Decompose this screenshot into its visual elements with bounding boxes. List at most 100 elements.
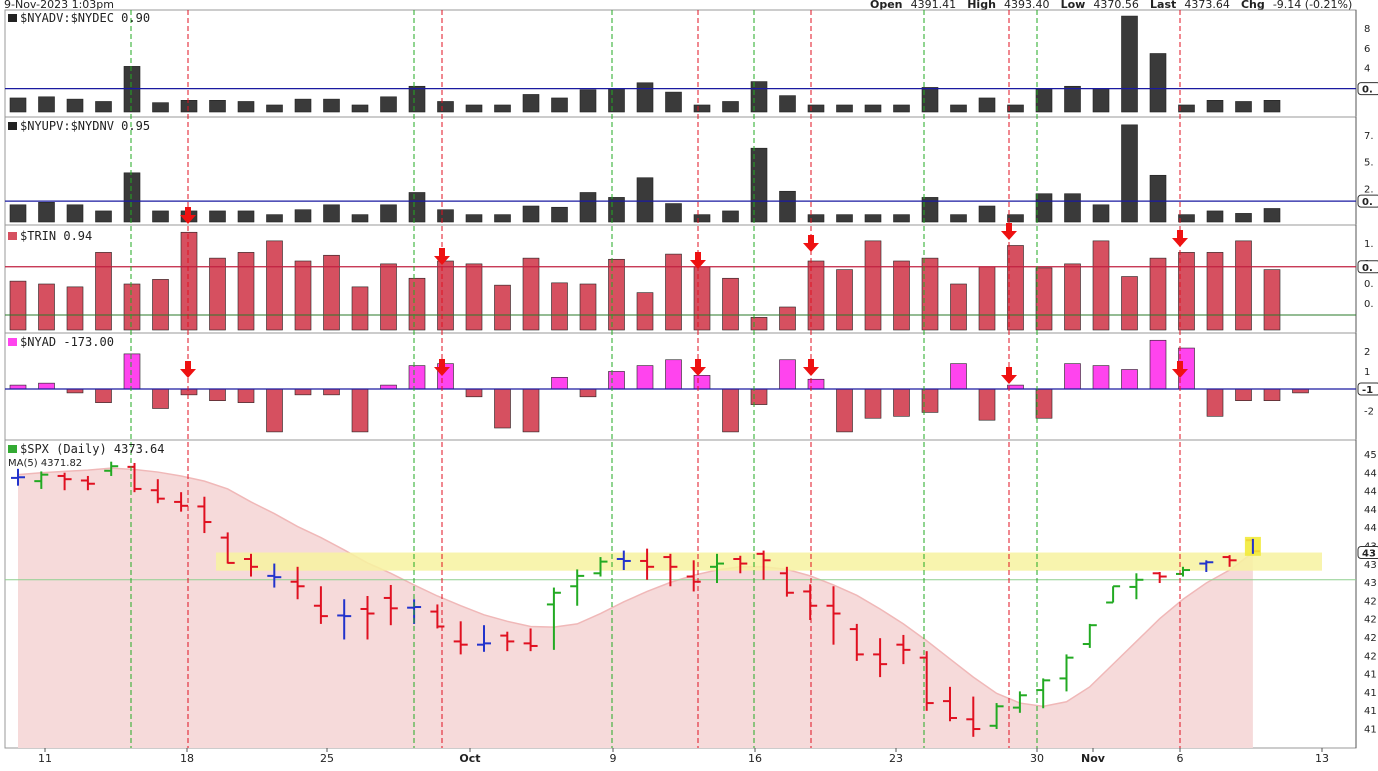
open-value: 4391.41 [911,0,957,11]
bar [9,97,27,113]
bar [522,257,540,331]
bar [209,388,226,401]
bar [294,388,312,396]
panel-1: 7. 5. 2. 0. [5,124,1378,223]
bar [465,104,483,113]
xtick-label: 23 [889,752,903,765]
ytick-label: 43 [1364,560,1377,571]
xtick-label: 13 [1315,752,1329,765]
bar [1121,276,1138,331]
bar [551,376,568,390]
bar [636,292,654,331]
bar [351,286,369,331]
bar [836,269,853,331]
chg-value: -9.14 (-0.21%) [1273,0,1352,11]
ytick-label: -2 [1364,406,1374,417]
bar [1035,88,1053,113]
bar [864,388,882,419]
bar [1149,174,1167,223]
bar [180,100,198,113]
bar [351,388,369,433]
last-label: Last [1150,0,1176,11]
bar [437,209,454,223]
last-value-label: 0. [1362,197,1373,208]
bar [1064,263,1081,331]
bar [1035,193,1053,223]
bar [1121,369,1138,390]
bar [921,87,939,113]
panel-title: $TRIN 0.94 [20,229,92,243]
bar [266,388,283,433]
bar [465,214,483,223]
bar [95,101,112,113]
bar [38,96,55,113]
bar [1263,388,1281,401]
bar [693,375,711,390]
low-label: Low [1061,0,1086,11]
bar [722,210,739,223]
bar [437,260,454,331]
bar [779,306,796,331]
bar [551,97,568,113]
ytick-label: 6 [1364,44,1370,55]
bar [323,98,340,113]
bar [209,257,226,331]
bar [693,266,711,331]
bar [693,104,711,113]
ytick-label: 44 [1364,523,1377,534]
down-arrow-icon [1172,361,1188,378]
panel-labels: $NYADV:$NYDEC 0.90 $NYUPV:$NYDNV 0.95 $TRI… [8,11,165,469]
bar [152,388,169,409]
ytick-label: 7. [1364,131,1374,142]
bar [123,283,141,331]
ma-legend-label: MA(5) 4371.82 [8,458,82,469]
bar [1206,210,1224,223]
bar [1206,388,1224,417]
bar [636,365,654,390]
bar [1035,388,1053,419]
bar [921,197,939,223]
bar [95,388,112,403]
down-arrow-icon [1001,223,1017,240]
bar [9,204,27,223]
bar [1235,240,1252,331]
xtick-label: 9 [610,752,617,765]
bar [1178,252,1195,331]
bar [323,254,340,331]
ytick-label: 41 [1364,725,1377,736]
last-value-box [1357,82,1378,96]
bar [579,283,597,331]
bar [779,190,796,223]
bar [1235,388,1252,401]
bar [237,388,255,403]
bar [750,81,768,113]
panel-0: 86420. [5,15,1378,113]
bar [1035,267,1053,331]
bar [237,101,255,113]
bar [579,388,597,398]
highlight-band [216,552,1322,571]
bar [9,280,27,331]
bar [522,94,540,113]
bar [123,353,141,390]
bar [1121,15,1138,113]
bar [636,177,654,223]
panel-title: $NYADV:$NYDEC 0.90 [20,11,150,25]
bar [750,388,768,405]
ytick-label: 41 [1364,706,1377,717]
bar [1149,53,1167,113]
ytick-label: 4 [1364,64,1370,75]
bar [978,97,996,113]
series-icon [8,338,17,346]
bar [494,214,511,223]
bar [921,388,939,413]
last-value-label: 0. [1362,263,1373,274]
ytick-label: 42 [1364,596,1377,607]
xtick-label: Oct [459,752,480,765]
ytick-label: 0. [1364,279,1374,290]
bar [494,104,511,113]
open-label: Open [870,0,903,11]
down-arrow-icon [434,359,450,376]
series-icon [8,232,17,240]
